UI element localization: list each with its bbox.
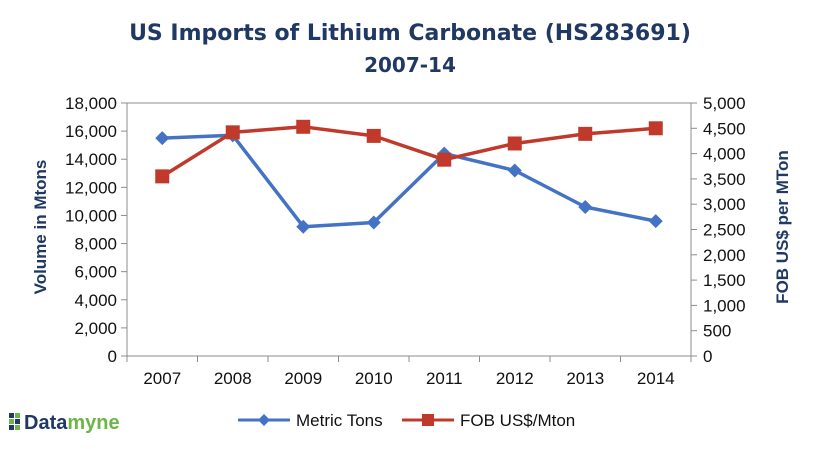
y2-axis-title: FOB US$ per MTon <box>773 150 792 304</box>
series-fob <box>155 119 663 184</box>
x-tick-label: 2007 <box>143 369 181 388</box>
data-point-fob <box>578 126 593 141</box>
x-tick-label: 2012 <box>496 369 534 388</box>
y-axis-title: Volume in Mtons <box>31 160 50 295</box>
series-layer <box>155 119 663 234</box>
data-point-fob <box>437 152 452 167</box>
y2-tick-label: 2,000 <box>703 246 746 265</box>
y-tick-label: 12,000 <box>65 178 117 197</box>
y-tick-label: 0 <box>108 347 117 366</box>
legend-marker-metric-tons <box>258 414 270 426</box>
legend-item-fob: FOB US$/Mton <box>402 411 575 430</box>
chart-title: US Imports of Lithium Carbonate (HS28369… <box>129 21 691 46</box>
logo-square-3 <box>9 419 14 424</box>
logo-text-myne: myne <box>67 412 119 434</box>
logo-square-1 <box>9 413 14 418</box>
data-point-fob <box>366 128 381 143</box>
legend: Metric Tons FOB US$/Mton <box>238 411 575 430</box>
chart-subtitle: 2007-14 <box>364 53 456 77</box>
data-point-metric-tons <box>507 163 522 178</box>
logo-square-4 <box>15 419 20 424</box>
series-line-metric-tons <box>162 133 657 229</box>
y-tick-label: 4,000 <box>74 291 117 310</box>
series-line-fob <box>161 125 656 178</box>
y2-tick-label: 4,000 <box>703 145 746 164</box>
plot-area <box>126 102 692 357</box>
x-tick-label: 2010 <box>355 369 393 388</box>
y2-tick-label: 500 <box>703 322 731 341</box>
legend-marker-fob <box>422 414 434 426</box>
logo-square-2 <box>15 413 20 418</box>
x-tick-label: 2014 <box>637 369 675 388</box>
data-point-fob <box>155 169 170 184</box>
y-tick-label: 10,000 <box>65 206 117 225</box>
y2-tick-label: 2,500 <box>703 221 746 240</box>
x-tick-label: 2008 <box>214 369 252 388</box>
logo-text-data: Data <box>24 412 68 434</box>
legend-item-metric-tons: Metric Tons <box>238 411 383 430</box>
legend-label-fob: FOB US$/Mton <box>460 411 575 430</box>
y-tick-label: 16,000 <box>65 122 117 141</box>
y-axis-ticks: 0 2,000 4,000 6,000 8,000 10,000 12,000 14,000 1… <box>65 94 127 366</box>
y2-tick-label: 3,000 <box>703 195 746 214</box>
y-tick-label: 2,000 <box>74 319 117 338</box>
y2-tick-label: 3,500 <box>703 170 746 189</box>
series-metric-tons <box>155 128 663 234</box>
y2-tick-label: 1,500 <box>703 271 746 290</box>
y-tick-label: 6,000 <box>74 263 117 282</box>
data-point-metric-tons <box>648 214 663 229</box>
data-point-fob <box>225 125 240 140</box>
x-tick-label: 2009 <box>284 369 322 388</box>
logo-text: Datamyne <box>24 412 120 434</box>
x-tick-label: 2011 <box>426 369 463 388</box>
data-point-fob <box>648 121 663 136</box>
datamyne-logo: Datamyne <box>9 412 120 434</box>
x-axis-ticks: 2007 2008 2009 2010 2011 2012 2013 2014 <box>126 356 692 388</box>
y2-tick-label: 0 <box>703 347 712 366</box>
y-tick-label: 18,000 <box>65 94 117 113</box>
data-point-metric-tons <box>296 219 311 234</box>
legend-label-metric-tons: Metric Tons <box>296 411 383 430</box>
data-point-fob <box>507 136 522 151</box>
data-point-metric-tons <box>366 215 381 230</box>
data-point-metric-tons <box>155 131 170 146</box>
logo-square-6 <box>15 425 20 430</box>
x-tick-label: 2013 <box>566 369 604 388</box>
y2-tick-label: 1,000 <box>703 296 746 315</box>
y-tick-label: 8,000 <box>74 235 117 254</box>
y-tick-label: 14,000 <box>65 150 117 169</box>
data-point-fob <box>296 119 311 134</box>
logo-square-5 <box>9 425 14 430</box>
plot-border <box>126 102 692 357</box>
y2-tick-label: 4,500 <box>703 119 746 138</box>
data-point-metric-tons <box>578 200 593 215</box>
y2-tick-label: 5,000 <box>703 94 746 113</box>
y2-axis-ticks: 0 500 1,000 1,500 2,000 2,500 3,000 3,500 4,000 4… <box>691 94 746 366</box>
